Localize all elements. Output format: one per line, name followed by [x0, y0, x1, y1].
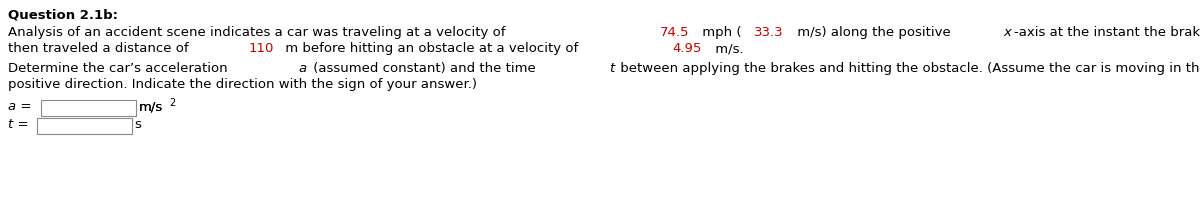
Text: 74.5: 74.5 [660, 26, 689, 39]
Text: a: a [299, 62, 307, 75]
Text: x: x [1003, 26, 1012, 39]
Text: Question 2.1b:: Question 2.1b: [8, 8, 118, 21]
FancyBboxPatch shape [37, 118, 132, 134]
Text: m before hitting an obstacle at a velocity of: m before hitting an obstacle at a veloci… [281, 42, 582, 55]
Text: a =: a = [8, 100, 31, 113]
Text: t =: t = [8, 118, 29, 131]
Text: 4.95: 4.95 [673, 42, 702, 55]
Text: m/s) along the positive: m/s) along the positive [793, 26, 955, 39]
Text: mph (: mph ( [698, 26, 742, 39]
FancyBboxPatch shape [41, 100, 136, 116]
Text: t: t [610, 62, 614, 75]
Text: m/s: m/s [138, 100, 163, 113]
Text: positive direction. Indicate the direction with the sign of your answer.): positive direction. Indicate the directi… [8, 78, 478, 91]
Text: -axis at the instant the brakes were applied and: -axis at the instant the brakes were app… [1014, 26, 1200, 39]
Text: Determine the car’s acceleration: Determine the car’s acceleration [8, 62, 232, 75]
Text: s: s [134, 118, 142, 131]
Text: between applying the brakes and hitting the obstacle. (Assume the car is moving : between applying the brakes and hitting … [616, 62, 1200, 75]
Text: m/s.: m/s. [710, 42, 743, 55]
Text: (assumed constant) and the time: (assumed constant) and the time [310, 62, 540, 75]
Text: 110: 110 [248, 42, 274, 55]
Text: then traveled a distance of: then traveled a distance of [8, 42, 193, 55]
Text: 33.3: 33.3 [755, 26, 784, 39]
Text: m/s: m/s [138, 100, 163, 113]
Text: Analysis of an accident scene indicates a car was traveling at a velocity of: Analysis of an accident scene indicates … [8, 26, 510, 39]
Text: 2: 2 [169, 98, 175, 108]
